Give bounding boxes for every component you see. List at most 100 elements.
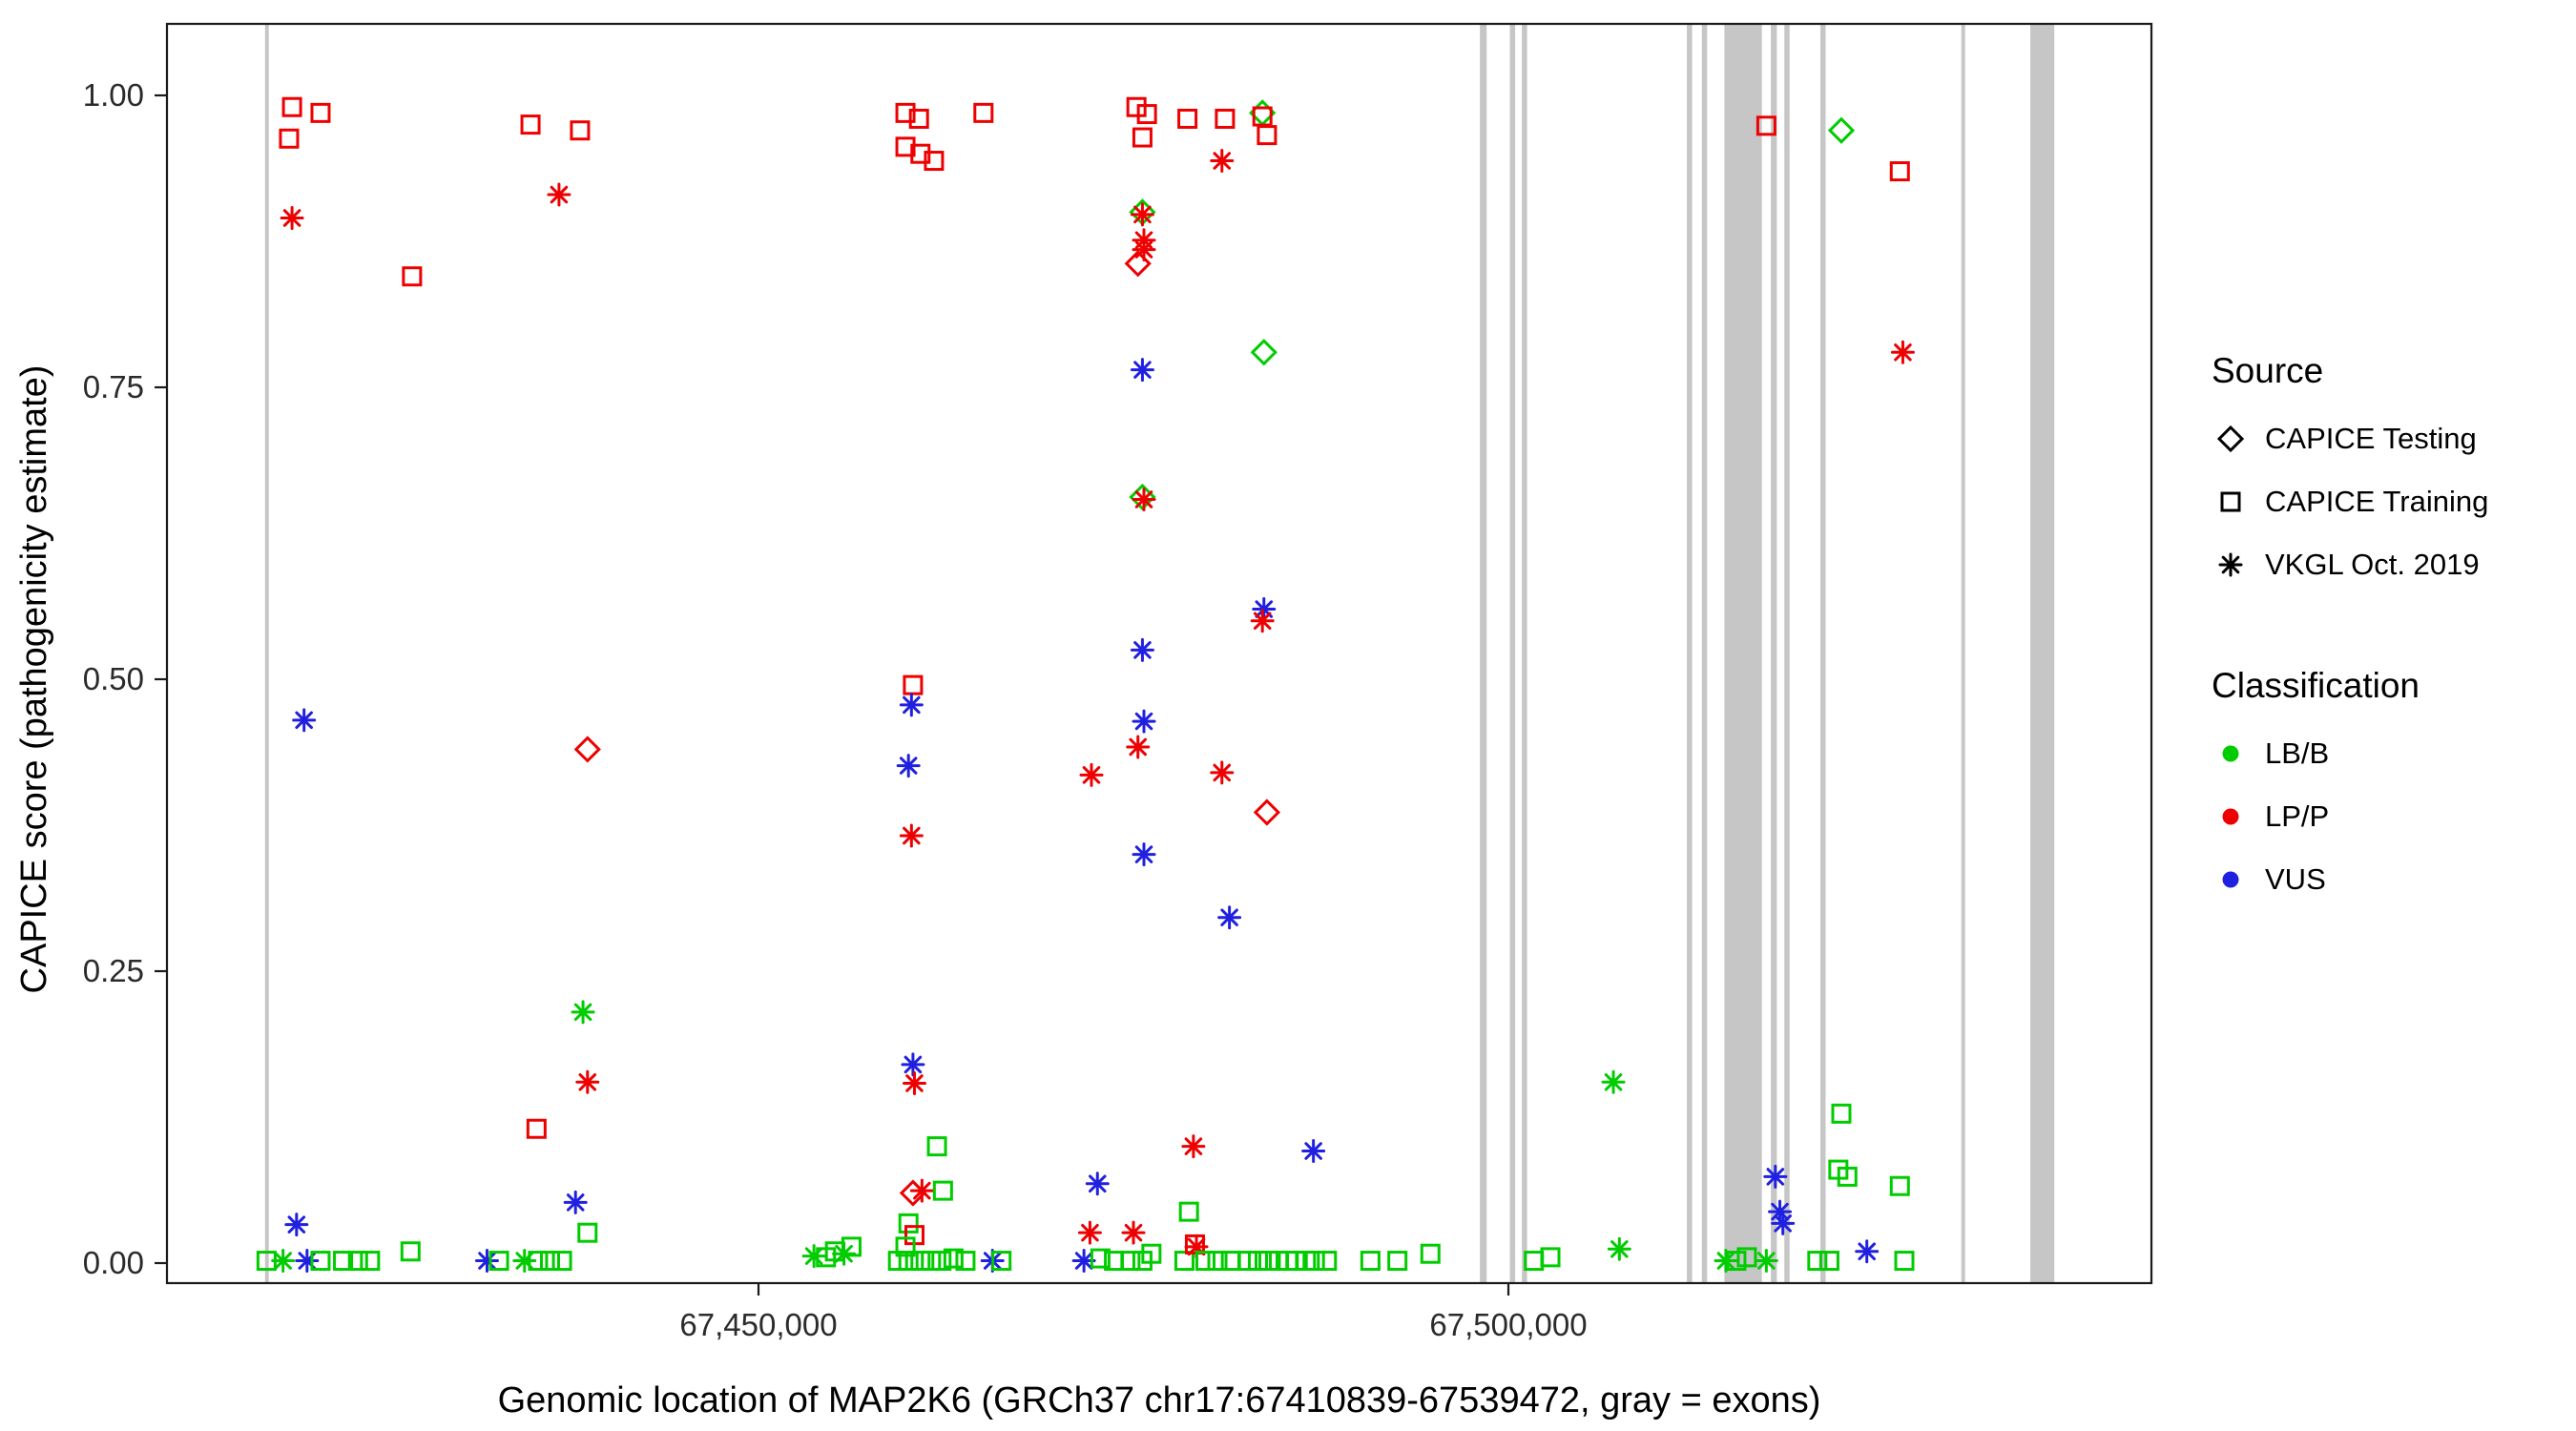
data-point — [1130, 358, 1154, 383]
data-point — [1855, 1239, 1880, 1264]
legend-item-label: LB/B — [2265, 736, 2330, 770]
data-point — [575, 1069, 600, 1094]
data-point — [1524, 1251, 1545, 1272]
data-point — [1207, 1251, 1228, 1272]
data-point — [310, 1251, 331, 1272]
data-point — [1301, 1138, 1326, 1163]
data-point — [910, 143, 931, 164]
data-point — [1257, 1251, 1278, 1272]
data-point — [1894, 1251, 1915, 1272]
data-point — [899, 693, 924, 717]
y-tick-label: 1.00 — [83, 77, 144, 113]
data-point — [1837, 1166, 1858, 1187]
data-point — [1736, 1247, 1757, 1268]
data-point — [1317, 1251, 1338, 1272]
data-point — [1090, 1248, 1111, 1269]
data-point — [526, 1118, 547, 1139]
data-point — [520, 114, 541, 135]
legend-item-source: VKGL Oct. 2019 — [2212, 546, 2488, 584]
data-point — [1132, 127, 1153, 148]
plot-panel — [165, 22, 2153, 1285]
exon-bars — [264, 24, 2055, 1283]
data-point — [347, 1251, 368, 1272]
data-point — [1771, 1211, 1796, 1235]
data-point — [901, 1052, 925, 1077]
data-point — [577, 1222, 598, 1243]
data-point — [1831, 1103, 1852, 1124]
legend-item-classification: LB/B — [2212, 735, 2488, 773]
exon-bar — [1771, 24, 1777, 1283]
data-point — [284, 1213, 309, 1237]
data-point — [310, 102, 331, 123]
x-tick-label: 67,500,000 — [1429, 1307, 1587, 1342]
data-point — [801, 1244, 826, 1269]
data-point — [279, 128, 300, 149]
data-point — [400, 1241, 421, 1262]
data-point — [1285, 1251, 1306, 1272]
data-point — [1132, 487, 1156, 512]
legend-item-label: CAPICE Testing — [2265, 422, 2477, 455]
data-point — [1304, 1251, 1325, 1272]
data-point — [1195, 1251, 1215, 1272]
exon-bar — [1509, 24, 1516, 1283]
x-axis-title: Genomic location of MAP2K6 (GRCh37 chr17… — [498, 1380, 1821, 1421]
axis-ticks: 67,450,000 67,500,000 0.00 0.25 0.50 0.75 1.00 — [83, 77, 1588, 1342]
legend-item-label: VKGL Oct. 2019 — [2265, 548, 2480, 581]
x-tick-label: 67,450,000 — [679, 1307, 837, 1342]
legend-item-source: CAPICE Training — [2212, 483, 2488, 521]
data-point — [1755, 115, 1776, 136]
classification-dot-icon — [2222, 871, 2239, 888]
data-point — [1079, 762, 1104, 787]
exon-bar — [1961, 24, 1965, 1283]
legend-source: Source CAPICE Testing CAPICE Training VKGL… — [2212, 351, 2488, 584]
data-point — [1601, 1069, 1626, 1094]
data-point — [1818, 1251, 1839, 1272]
data-point — [1085, 1172, 1110, 1196]
data-point — [360, 1251, 381, 1272]
data-point — [1607, 1236, 1631, 1261]
data-point — [955, 1251, 976, 1272]
data-point — [1177, 108, 1198, 129]
data-point — [909, 1178, 934, 1203]
data-point — [898, 1213, 919, 1234]
exon-bar — [264, 24, 269, 1283]
data-point — [1136, 104, 1157, 125]
data-point — [1077, 1220, 1102, 1245]
data-point — [1890, 340, 1915, 364]
legend-item-label: VUS — [2265, 862, 2326, 896]
data-point — [1130, 637, 1154, 662]
square-icon — [2220, 491, 2241, 512]
data-point — [539, 1251, 560, 1272]
data-point — [924, 151, 945, 172]
data-point — [573, 736, 601, 763]
data-point — [1253, 798, 1281, 826]
y-axis-title: CAPICE score (pathogenicity estimate) — [14, 365, 54, 994]
legend-item-label: CAPICE Training — [2265, 485, 2489, 518]
data-point — [571, 1000, 595, 1025]
legend-item-classification: VUS — [2212, 861, 2488, 899]
classification-dot-icon — [2222, 745, 2239, 762]
data-point — [1768, 1199, 1793, 1224]
legend-item-classification: LP/P — [2212, 798, 2488, 836]
exon-bar — [1522, 24, 1527, 1283]
data-point — [1807, 1251, 1828, 1272]
asterisk-icon — [2218, 552, 2243, 577]
data-point — [1420, 1243, 1441, 1264]
data-point — [1247, 1251, 1268, 1272]
data-point — [973, 102, 994, 123]
data-point — [895, 136, 916, 157]
data-points — [256, 96, 1915, 1274]
diamond-icon — [2216, 425, 2245, 453]
data-point — [292, 708, 317, 733]
exon-bar — [1784, 24, 1790, 1283]
data-point — [903, 674, 924, 695]
data-point — [281, 96, 302, 117]
y-tick-label: 0.75 — [83, 369, 144, 404]
y-tick-label: 0.00 — [83, 1245, 144, 1280]
data-point — [528, 1251, 549, 1272]
data-point — [908, 108, 929, 129]
data-point — [488, 1251, 509, 1272]
data-point — [1250, 609, 1275, 633]
data-point — [910, 1251, 931, 1272]
